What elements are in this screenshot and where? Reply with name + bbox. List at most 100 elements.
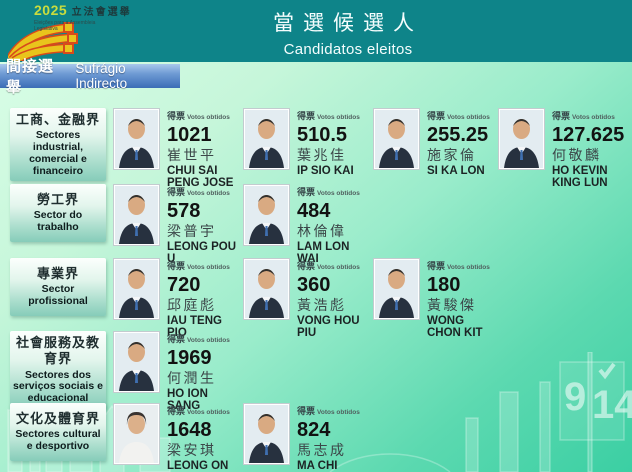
votes-count: 1648 [167, 419, 212, 441]
candidate-photo [243, 184, 290, 246]
candidate-name-zh: 馬志成 [297, 442, 347, 458]
person-avatar-icon [375, 110, 418, 168]
page-title-zh: 當選候選人 [273, 12, 423, 35]
votes-count: 1969 [167, 347, 212, 369]
logo-subtitle-pt: Eleições para a Assembleia Legislativa [34, 19, 96, 32]
candidate-name-pt: CHUI SAI PENG JOSE [167, 164, 234, 190]
candidate-photo [113, 331, 160, 393]
sector-row-industrial: 工商、金融界 Sectores industrial, comercial e … [0, 106, 632, 189]
votes-label-zh: 得票 [167, 111, 186, 121]
header: 2025 立法會選舉 Eleições para a Assembleia Le… [0, 0, 632, 62]
votes-label-pt: Votos obtidos [187, 337, 230, 344]
person-avatar-icon [115, 260, 158, 318]
sector-label-culture-sport: 文化及體育界 Sectores cultural e desportivo [10, 403, 106, 461]
votes-count: 180 [427, 274, 461, 296]
votes-label-zh: 得票 [167, 187, 186, 197]
candidate-photo [243, 258, 290, 320]
candidate-card: 得票 Votos obtidos 484 林倫偉 LAM LON WAI [243, 182, 371, 266]
person-avatar-icon [500, 110, 543, 168]
votes-count: 255.25 [427, 124, 489, 146]
candidate-card: 得票 Votos obtidos 578 梁普宇 LEONG POU U [113, 182, 241, 266]
votes-label-pt: Votos obtidos [572, 114, 615, 121]
candidate-card: 得票 Votos obtidos 127.625 何敬麟 HO KEVIN KIN… [498, 106, 632, 190]
sector-label-industrial: 工商、金融界 Sectores industrial, comercial e … [10, 108, 106, 182]
sector-name-pt: Sectores cultural e desportivo [15, 428, 101, 453]
votes-label-zh: 得票 [167, 261, 186, 271]
candidate-photo [113, 184, 160, 246]
sector-row-culture-sport: 文化及體育界 Sectores cultural e desportivo 得票… [0, 401, 632, 472]
candidate-card: 得票 Votos obtidos 1021 崔世平 CHUI SAI PENG J… [113, 106, 241, 190]
candidate-card: 得票 Votos obtidos 1969 何潤生 HO ION SANG [113, 329, 241, 413]
candidate-photo [373, 258, 420, 320]
votes-label-pt: Votos obtidos [317, 114, 360, 121]
candidate-card: 得票 Votos obtidos 180 黃駿傑 WONG CHON KIT [373, 256, 501, 340]
votes-label-pt: Votos obtidos [187, 409, 230, 416]
candidate-photo [498, 108, 545, 170]
candidate-card: 得票 Votos obtidos 360 黃浩彪 VONG HOU PIU [243, 256, 371, 340]
candidate-name-pt: VONG HOU PIU [297, 314, 360, 340]
votes-label-pt: Votos obtidos [317, 264, 360, 271]
sector-label-labour: 勞工界 Sector do trabalho [10, 184, 106, 242]
votes-label-zh: 得票 [427, 261, 446, 271]
sector-name-pt: Sectores dos serviços sociais e educacio… [13, 368, 103, 404]
candidate-name-pt: SI KA LON [427, 164, 485, 177]
candidate-name-pt: HO ION SANG [167, 387, 208, 413]
candidate-photo [373, 108, 420, 170]
sector-name-zh: 專業界 [36, 266, 79, 282]
candidate-card: 得票 Votos obtidos 720 邱庭彪 IAU TENG PIO [113, 256, 241, 340]
person-avatar-icon [245, 186, 288, 244]
votes-label-zh: 得票 [297, 187, 316, 197]
votes-count: 720 [167, 274, 201, 296]
votes-label-pt: Votos obtidos [447, 264, 490, 271]
person-avatar-icon [245, 260, 288, 318]
candidate-photo [113, 403, 160, 465]
sector-name-pt: Sectores industrial, comercial e finance… [29, 129, 87, 177]
candidate-name-zh: 施家倫 [427, 147, 477, 163]
candidate-photo [113, 258, 160, 320]
candidate-name-zh: 黃浩彪 [297, 297, 347, 313]
votes-count: 360 [297, 274, 331, 296]
sector-name-zh: 工商、金融界 [15, 112, 100, 127]
votes-count: 1021 [167, 124, 212, 146]
page-title-pt: Candidatos eleitos [283, 41, 413, 58]
person-avatar-icon [375, 260, 418, 318]
candidate-name-zh: 葉兆佳 [297, 147, 347, 163]
votes-count: 578 [167, 200, 201, 222]
votes-label-zh: 得票 [297, 406, 316, 416]
indirect-suffrage-banner: 間接選舉 Sufrágio Indirecto [0, 58, 180, 96]
person-avatar-icon [245, 405, 288, 463]
votes-count: 484 [297, 200, 331, 222]
candidate-name-zh: 梁普宇 [167, 223, 217, 239]
sector-label-social-education: 社會服務及教育界 Sectores dos serviços sociais e… [10, 331, 106, 409]
sector-name-zh: 社會服務及教育界 [15, 335, 100, 367]
candidate-name-pt: IP SIO KAI [297, 164, 354, 177]
person-avatar-icon [245, 110, 288, 168]
candidate-name-pt: IAU TENG PIO [167, 314, 222, 340]
page-title: 當選候選人 Candidatos eleitos [64, 7, 632, 58]
logo-year: 2025 [34, 2, 68, 18]
votes-label-zh: 得票 [427, 111, 446, 121]
votes-label-zh: 得票 [552, 111, 571, 121]
votes-count: 824 [297, 419, 331, 441]
votes-label-zh: 得票 [167, 406, 186, 416]
candidate-name-zh: 崔世平 [167, 147, 217, 163]
votes-label-pt: Votos obtidos [187, 114, 230, 121]
election-logo: 2025 立法會選舉 Eleições para a Assembleia Le… [8, 2, 130, 61]
votes-label-zh: 得票 [297, 111, 316, 121]
candidate-name-zh: 林倫偉 [297, 223, 347, 239]
person-avatar-icon [115, 405, 158, 463]
sector-name-zh: 勞工界 [36, 192, 79, 208]
candidate-name-zh: 何敬麟 [552, 147, 602, 163]
logo-swoosh-icon [8, 22, 78, 61]
sector-name-zh: 文化及體育界 [15, 411, 100, 427]
sector-label-professional: 專業界 Sector profissional [10, 258, 106, 316]
sector-row-professional: 專業界 Sector profissional 得票 Votos obtidos … [0, 256, 632, 339]
candidate-name-pt: LEONG ON KEI [167, 459, 229, 472]
votes-label-zh: 得票 [167, 334, 186, 344]
candidate-name-pt: WONG CHON KIT [427, 314, 483, 340]
sector-row-labour: 勞工界 Sector do trabalho 得票 Votos obtidos 5… [0, 182, 632, 265]
person-avatar-icon [115, 186, 158, 244]
